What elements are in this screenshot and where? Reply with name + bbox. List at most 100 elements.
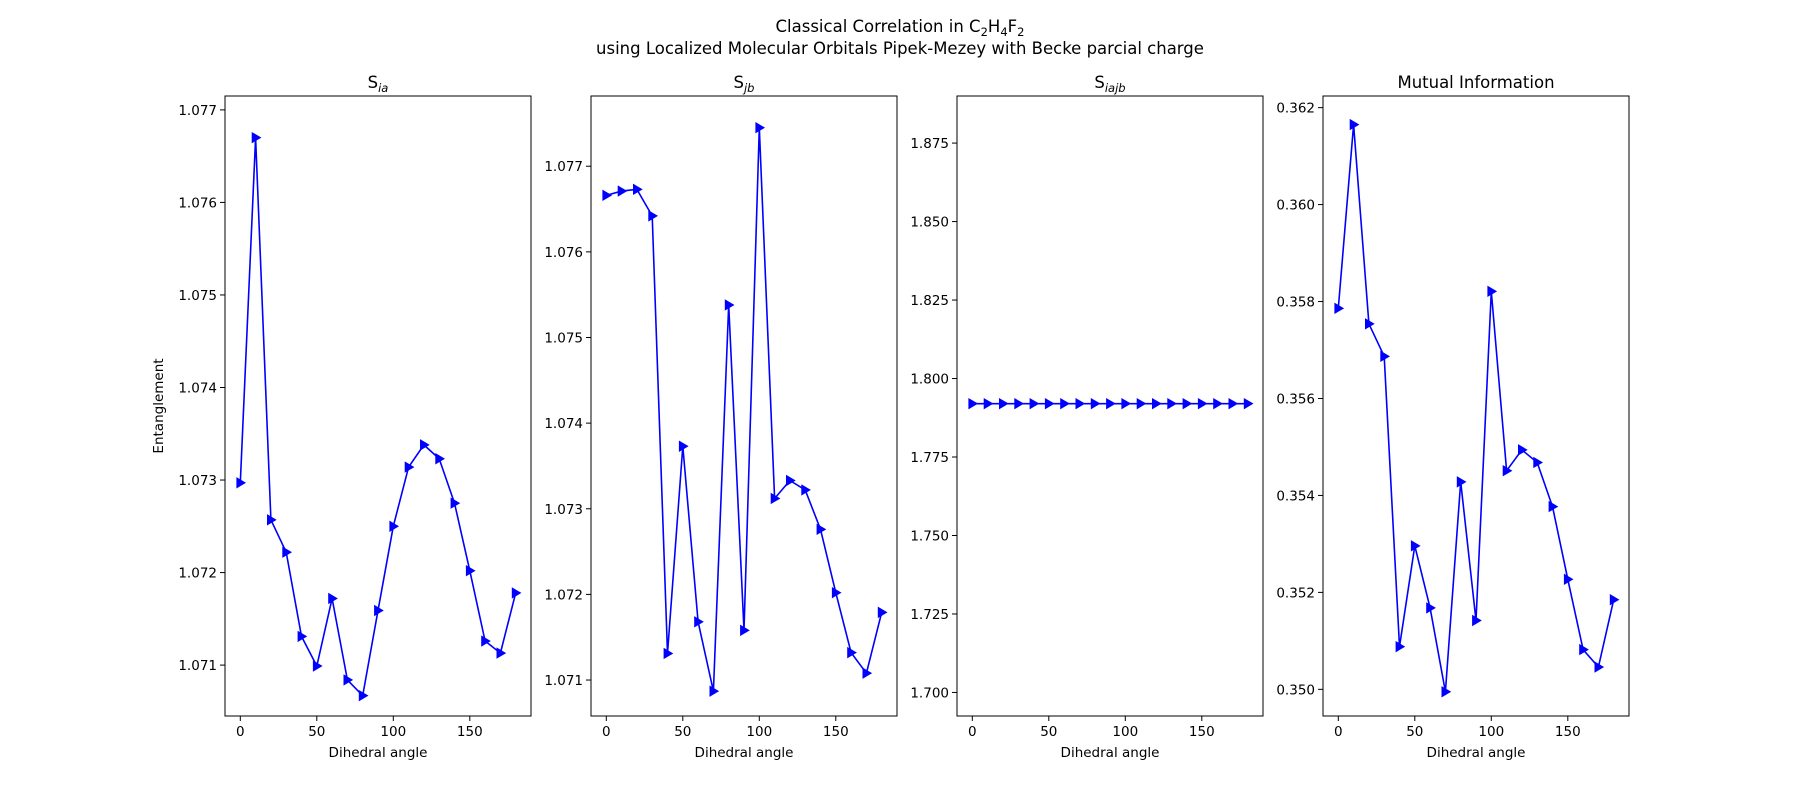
x-tick-label: 0 [236, 724, 245, 740]
x-tick-label: 100 [380, 724, 406, 740]
data-point-marker [1029, 397, 1040, 410]
data-point-marker [663, 647, 674, 660]
x-tick-label: 150 [457, 724, 483, 740]
subplot-title-subscript: ia [378, 81, 388, 95]
data-point-marker [709, 685, 720, 697]
x-axis-label: Dihedral angle [1061, 745, 1160, 761]
data-point-marker [420, 439, 430, 451]
y-tick-label: 1.071 [178, 658, 217, 674]
y-tick-label: 0.352 [1276, 585, 1315, 601]
data-point-marker [648, 210, 658, 222]
y-tick-label: 1.072 [544, 587, 583, 603]
figure-title-line2: using Localized Molecular Orbitals Pipek… [596, 39, 1204, 58]
data-point-marker [389, 520, 400, 532]
data-point-marker [1349, 118, 1360, 131]
data-point-marker [297, 630, 308, 643]
y-tick-label: 1.075 [544, 330, 583, 346]
data-point-marker [1609, 593, 1620, 606]
data-point-marker [1395, 640, 1406, 653]
x-axis-label: Dihedral angle [329, 745, 428, 761]
y-tick-label: 0.354 [1276, 488, 1315, 504]
data-point-marker [1410, 540, 1421, 552]
y-tick-label: 1.074 [178, 380, 217, 396]
x-tick-label: 0 [1334, 724, 1343, 740]
subplot-4: Mutual Information 0 50 100 150 0.350 0.352 0.3… [1276, 73, 1630, 761]
y-tick-label: 1.073 [178, 473, 217, 489]
data-point-marker [755, 121, 766, 134]
y-tick-label: 1.074 [544, 416, 583, 432]
data-point-marker [1365, 318, 1375, 330]
data-point-marker [450, 497, 461, 509]
y-tick-label: 1.076 [544, 245, 583, 261]
data-point-marker [1044, 397, 1055, 410]
data-point-marker [877, 606, 888, 619]
data-point-marker [251, 131, 262, 144]
data-point-marker [1014, 397, 1024, 410]
subplot-title-main: S [1094, 73, 1104, 92]
y-tick-label: 1.077 [544, 159, 583, 175]
y-tick-label: 1.750 [910, 528, 949, 544]
y-tick-label: 1.076 [178, 195, 217, 211]
y-tick-label: 1.073 [544, 502, 583, 518]
data-point-marker [786, 474, 796, 487]
x-axis-label: Dihedral angle [695, 745, 794, 761]
data-point-marker [1426, 602, 1436, 614]
data-point-marker [1441, 686, 1452, 698]
data-point-marker [1075, 397, 1086, 410]
y-tick-label: 1.775 [910, 450, 949, 466]
x-axis-label: Dihedral angle [1427, 745, 1526, 761]
x-tick-label: 150 [1189, 724, 1215, 740]
y-tick-label: 0.360 [1276, 198, 1315, 214]
data-point-marker [862, 667, 873, 679]
y-tick-label: 1.072 [178, 566, 217, 582]
data-point-marker [633, 183, 643, 196]
subplot-title-subscript: jb [742, 81, 755, 95]
data-point-marker [435, 453, 445, 465]
data-point-marker [1518, 444, 1528, 456]
y-tick-label: 1.077 [178, 103, 217, 119]
data-point-marker [312, 660, 323, 672]
data-point-marker [1502, 465, 1513, 477]
x-tick-label: 50 [1406, 724, 1423, 740]
series-line [606, 126, 883, 692]
data-point-marker [1090, 397, 1101, 410]
y-tick-label: 1.825 [910, 293, 949, 309]
data-point-marker [1136, 397, 1147, 410]
data-point-marker [770, 492, 781, 505]
subplot-1: Sia 0 50 100 150 1.071 1.072 1.073 1.074 1.075 1.0… [151, 73, 532, 761]
data-point-marker [847, 646, 857, 659]
data-point-marker [1380, 350, 1390, 363]
data-point-marker [1472, 614, 1482, 627]
y-tick-label: 1.800 [910, 372, 949, 388]
data-point-marker [816, 523, 827, 536]
subplot-title-main: Mutual Information [1397, 73, 1554, 92]
subplot-title-subscript: iajb [1105, 81, 1126, 95]
data-point-marker [1563, 573, 1574, 585]
y-tick-label: 1.850 [910, 215, 949, 231]
x-tick-label: 100 [1478, 724, 1504, 740]
x-tick-label: 0 [602, 724, 611, 740]
axes-frame [956, 95, 1264, 717]
series-line [1337, 123, 1615, 693]
data-point-marker [1243, 397, 1254, 410]
data-point-marker [617, 185, 628, 197]
data-point-marker [267, 514, 277, 526]
data-point-marker [740, 624, 750, 637]
subplot-title: Sjb [734, 73, 755, 95]
axes-frame [1322, 95, 1630, 717]
subplot-title: Siajb [1094, 73, 1125, 95]
data-point-marker [983, 397, 994, 410]
subplot-title: Mutual Information [1397, 73, 1554, 92]
data-point-marker [511, 587, 522, 599]
data-point-marker [968, 397, 979, 410]
data-point-marker [465, 565, 476, 577]
x-tick-label: 150 [1555, 724, 1581, 740]
data-point-marker [1228, 397, 1239, 410]
y-tick-label: 1.075 [178, 288, 217, 304]
y-tick-label: 1.875 [910, 136, 949, 152]
x-tick-label: 50 [674, 724, 691, 740]
x-tick-label: 100 [1112, 724, 1138, 740]
data-point-marker [1060, 397, 1070, 410]
data-point-marker [343, 674, 354, 686]
